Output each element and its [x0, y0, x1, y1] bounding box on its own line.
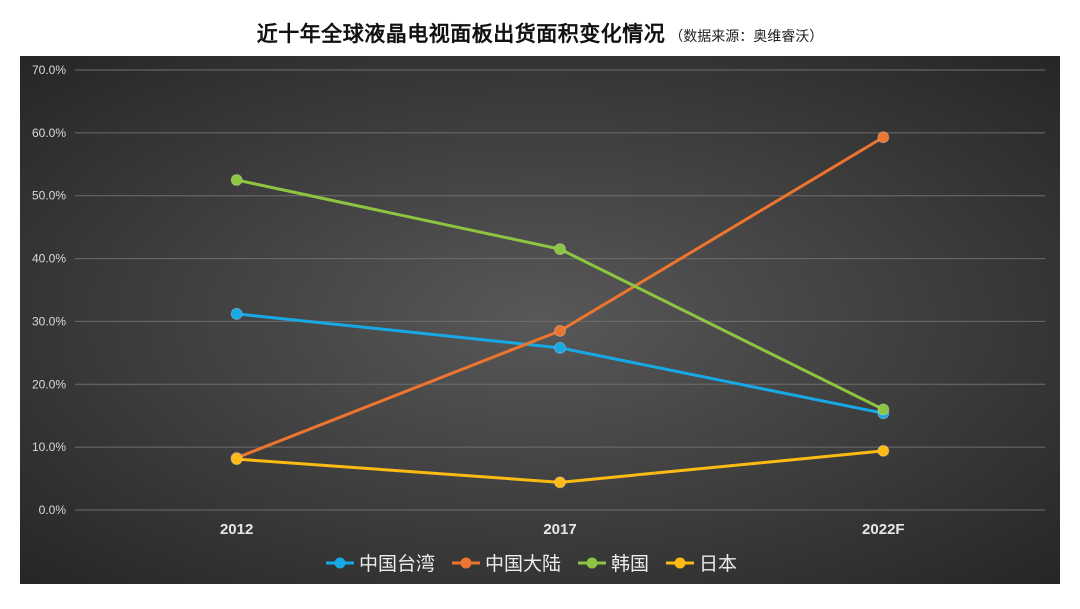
y-tick-label: 0.0%: [39, 503, 67, 517]
legend-item: 日本: [666, 553, 737, 575]
data-point: [230, 307, 243, 320]
chart-subtitle: （数据来源：奥维睿沃）: [669, 29, 824, 45]
y-tick-label: 70.0%: [32, 63, 66, 77]
series-lines: [230, 131, 890, 489]
data-point: [877, 444, 890, 457]
y-tick-label: 60.0%: [32, 126, 66, 140]
legend-label: 韩国: [611, 553, 649, 575]
legend-marker: [586, 557, 598, 569]
x-tick-label: 2012: [220, 521, 253, 538]
y-tick-label: 20.0%: [32, 377, 66, 391]
data-point: [230, 453, 243, 466]
legend-item: 中国台湾: [326, 553, 435, 575]
title-row: 近十年全球液晶电视面板出货面积变化情况 （数据来源：奥维睿沃）: [0, 18, 1080, 48]
data-point: [554, 243, 566, 256]
legend-label: 中国台湾: [359, 553, 435, 575]
legend: 中国台湾 中国大陆 韩国 日本: [326, 553, 737, 575]
legend-item: 韩国: [578, 553, 649, 575]
data-point: [877, 403, 890, 416]
x-tick-label: 2022F: [862, 521, 905, 538]
data-point: [554, 476, 566, 489]
legend-marker: [674, 557, 686, 569]
plot-background: [20, 56, 1060, 584]
data-point: [554, 341, 566, 354]
data-point: [877, 131, 890, 144]
legend-label: 日本: [699, 553, 737, 575]
x-axis: 2012 2017 2022F: [220, 521, 905, 538]
gridlines: [75, 69, 1045, 511]
legend-marker: [334, 557, 346, 569]
legend-item: 中国大陆: [452, 553, 561, 575]
chart-title: 近十年全球液晶电视面板出货面积变化情况: [256, 22, 666, 46]
y-tick-label: 50.0%: [32, 189, 66, 203]
y-tick-label: 40.0%: [32, 252, 66, 266]
x-tick-label: 2017: [543, 521, 576, 538]
legend-marker: [460, 557, 472, 569]
data-point: [230, 174, 243, 186]
legend-label: 中国大陆: [485, 553, 561, 575]
y-axis: 0.0% 10.0% 20.0% 30.0% 40.0% 50.0% 60.0% 70.0%: [32, 63, 66, 517]
y-tick-label: 10.0%: [32, 440, 66, 454]
data-point: [554, 324, 566, 337]
y-tick-label: 30.0%: [32, 314, 66, 328]
